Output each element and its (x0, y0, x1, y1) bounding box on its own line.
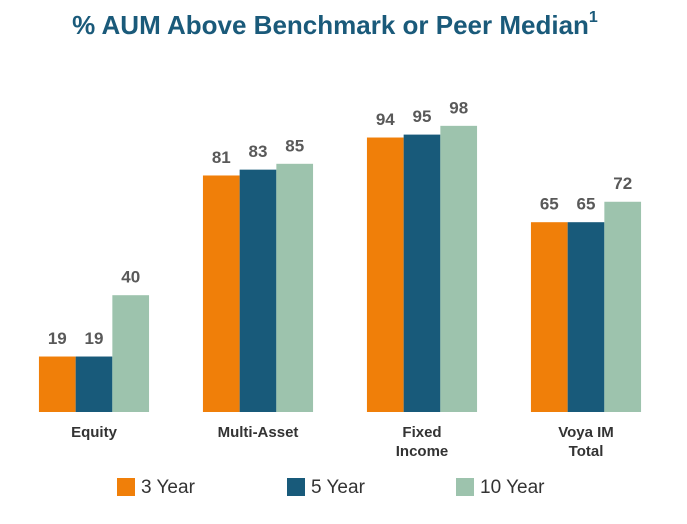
legend-label: 3 Year (141, 477, 196, 498)
x-tick-label: Fixed Income (395, 424, 449, 460)
bar (112, 295, 150, 412)
bar (530, 222, 568, 412)
x-tick-label: Equity (71, 424, 117, 441)
value-label: 65 (540, 195, 559, 214)
value-label: 83 (249, 142, 268, 161)
value-label: 85 (285, 136, 304, 155)
value-label: 94 (376, 110, 395, 129)
bar (567, 222, 605, 412)
value-label: 72 (613, 174, 632, 193)
value-label: 98 (449, 98, 468, 117)
bar (366, 137, 404, 412)
bar (403, 134, 441, 412)
value-label: 40 (121, 268, 140, 287)
legend-swatch (117, 478, 135, 496)
value-label: 19 (85, 329, 104, 348)
chart-title: % AUM Above Benchmark or Peer Median1 (72, 9, 598, 40)
bar (276, 163, 314, 412)
x-tick-label: Multi-Asset (217, 424, 299, 441)
bar (440, 125, 478, 412)
bar (604, 201, 642, 412)
x-tick-label: Voya IM Total (558, 424, 614, 460)
legend-label: 5 Year (311, 477, 366, 498)
legend-swatch (456, 478, 474, 496)
value-label: 95 (413, 107, 432, 126)
title-superscript: 1 (589, 9, 598, 26)
bar (75, 356, 113, 412)
title-text: % AUM Above Benchmark or Peer Median (72, 10, 589, 40)
bar (239, 169, 277, 412)
value-label: 81 (212, 148, 231, 167)
value-label: 19 (48, 329, 67, 348)
legend-label: 10 Year (480, 477, 545, 498)
bar (202, 175, 240, 412)
value-label: 65 (577, 195, 596, 214)
bar (38, 356, 76, 412)
legend-swatch (287, 478, 305, 496)
